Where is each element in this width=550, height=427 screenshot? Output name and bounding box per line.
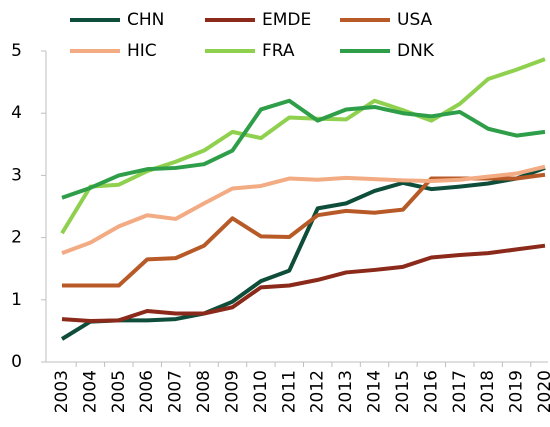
x-tick-label: 2004 <box>80 370 100 413</box>
x-tick-label: 2009 <box>222 370 242 413</box>
y-tick-label: 5 <box>11 41 22 61</box>
x-tick-label: 2016 <box>421 370 441 413</box>
x-tick-label: 2019 <box>507 370 527 413</box>
y-tick-label: 0 <box>11 352 22 372</box>
x-tick-label: 2007 <box>166 370 186 413</box>
legend-label: HIC <box>127 41 157 61</box>
x-tick-label: 2006 <box>137 370 157 413</box>
y-tick-label: 1 <box>11 290 22 310</box>
x-tick-label: 2012 <box>308 370 328 413</box>
legend-label: DNK <box>397 41 435 61</box>
x-tick-label: 2005 <box>109 370 129 413</box>
x-tick-label: 2013 <box>336 370 356 413</box>
line-series <box>62 172 546 288</box>
x-tick-label: 2014 <box>365 370 385 413</box>
x-tick-label: 2008 <box>194 370 214 413</box>
y-tick-label: 4 <box>11 103 22 123</box>
y-tick-label: 2 <box>11 228 22 248</box>
line-series <box>61 243 546 323</box>
legend-label: EMDE <box>262 10 311 30</box>
x-tick-label: 2018 <box>478 370 498 413</box>
legend-label: CHN <box>127 10 164 30</box>
line-series <box>60 166 546 341</box>
x-tick-label: 2011 <box>279 370 299 413</box>
legend-label: USA <box>397 10 433 30</box>
x-tick-label: 2015 <box>393 370 413 413</box>
legend-label: FRA <box>262 41 295 61</box>
line-series <box>61 98 546 200</box>
line-series <box>60 57 546 235</box>
x-tick-label: 2017 <box>450 370 470 413</box>
y-tick-label: 3 <box>11 165 22 185</box>
line-series <box>61 164 546 256</box>
x-tick-label: 2010 <box>251 370 271 413</box>
x-tick-label: 2003 <box>52 370 72 413</box>
x-tick-label: 2020 <box>535 370 550 413</box>
